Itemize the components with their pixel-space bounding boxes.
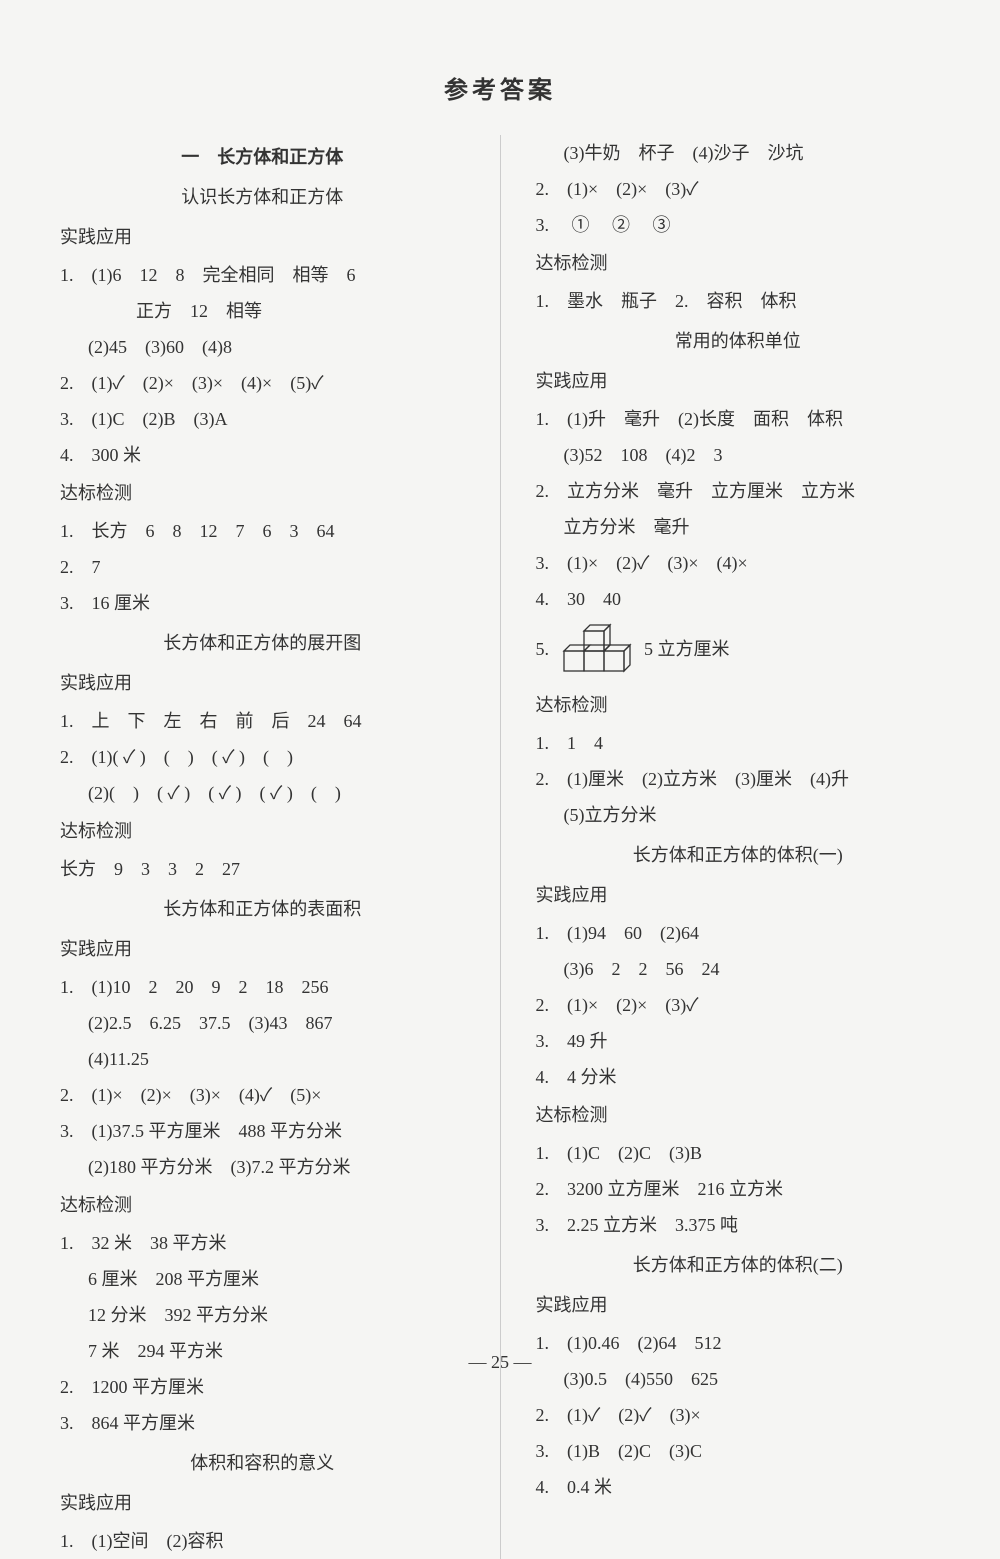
section-title: 长方体和正方体的体积(二) (536, 1247, 941, 1283)
answer-line: 5. (536, 617, 941, 685)
answer-line: 1. 32 米 38 平方米 (60, 1225, 465, 1261)
answer-line: 3. (1)B (2)C (3)C (536, 1433, 941, 1469)
cube-diagram-icon (562, 617, 632, 685)
page-number: — 25 — (0, 1352, 1000, 1373)
section-title: 常用的体积单位 (536, 323, 941, 359)
answer-line: 2. (1)× (2)× (3)✓ (536, 987, 941, 1023)
page-title: 参考答案 (60, 70, 940, 105)
answer-line: 2. 7 (60, 549, 465, 585)
answer-line: 12 分米 392 平方分米 (60, 1297, 465, 1333)
answer-line: (2)2.5 6.25 37.5 (3)43 867 (60, 1005, 465, 1041)
answer-line: 2. 3200 立方厘米 216 立方米 (536, 1171, 941, 1207)
answer-line: (3)6 2 2 56 24 (536, 951, 941, 987)
left-column: 一 长方体和正方体 认识长方体和正方体 实践应用 1. (1)6 12 8 完全… (60, 135, 465, 1559)
answer-line: 2. (1)✓ (2)× (3)× (4)× (5)✓ (60, 365, 465, 401)
subheading: 达标检测 (60, 475, 465, 511)
chapter-title: 一 长方体和正方体 (60, 139, 465, 175)
subheading: 达标检测 (536, 687, 941, 723)
answer-line: 2. 1200 平方厘米 (60, 1369, 465, 1405)
answer-line: 1. (1)升 毫升 (2)长度 面积 体积 (536, 401, 941, 437)
subheading: 达标检测 (60, 1187, 465, 1223)
answer-line: 4. 4 分米 (536, 1059, 941, 1095)
answer-prefix: 3. (536, 215, 568, 235)
answer-line: 2. 立方分米 毫升 立方厘米 立方米 (536, 473, 941, 509)
answer-line: 3. (1)× (2)✓ (3)× (4)× (536, 545, 941, 581)
answer-line: 4. 300 米 (60, 437, 465, 473)
answer-line: 1. (1)空间 (2)容积 (60, 1523, 465, 1559)
answer-line: (3)52 108 (4)2 3 (536, 437, 941, 473)
answer-line: (2)180 平方分米 (3)7.2 平方分米 (60, 1149, 465, 1185)
answer-line: 3. 49 升 (536, 1023, 941, 1059)
circled-num: ① (572, 215, 590, 235)
answer-line: (2)( ) ( ✓ ) ( ✓ ) ( ✓ ) ( ) (60, 775, 465, 811)
section-title: 长方体和正方体的展开图 (60, 625, 465, 661)
answer-line: 长方 9 3 3 2 27 (60, 851, 465, 887)
answer-line: 3. 2.25 立方米 3.375 吨 (536, 1207, 941, 1243)
answer-line: (5)立方分米 (536, 797, 941, 833)
answer-line: (4)11.25 (60, 1041, 465, 1077)
subheading: 实践应用 (60, 1485, 465, 1521)
answer-line: 6 厘米 208 平方厘米 (60, 1261, 465, 1297)
answer-line: 2. (1)✓ (2)✓ (3)× (536, 1397, 941, 1433)
section-title: 长方体和正方体的体积(一) (536, 837, 941, 873)
answer-line: 3. 864 平方厘米 (60, 1405, 465, 1441)
answer-line: (3)牛奶 杯子 (4)沙子 沙坑 (536, 135, 941, 171)
right-column: (3)牛奶 杯子 (4)沙子 沙坑 2. (1)× (2)× (3)✓ 3. ①… (536, 135, 941, 1559)
section-title: 长方体和正方体的表面积 (60, 891, 465, 927)
content-columns: 一 长方体和正方体 认识长方体和正方体 实践应用 1. (1)6 12 8 完全… (60, 135, 940, 1559)
section-title: 认识长方体和正方体 (60, 179, 465, 215)
column-divider (500, 135, 501, 1559)
answer-prefix: 5. (536, 639, 550, 659)
answer-line: 1. (1)10 2 20 9 2 18 256 (60, 969, 465, 1005)
answer-line: 1. (1)94 60 (2)64 (536, 915, 941, 951)
subheading: 实践应用 (60, 931, 465, 967)
subheading: 达标检测 (536, 245, 941, 281)
answer-line: 4. 0.4 米 (536, 1469, 941, 1505)
subheading: 实践应用 (536, 877, 941, 913)
answer-line: 3. 16 厘米 (60, 585, 465, 621)
answer-line: 1. 上 下 左 右 前 后 24 64 (60, 703, 465, 739)
subheading: 实践应用 (536, 1287, 941, 1323)
answer-line: 1. (1)C (2)C (3)B (536, 1135, 941, 1171)
subheading: 实践应用 (60, 665, 465, 701)
answer-line: 2. (1)× (2)× (3)× (4)✓ (5)× (60, 1077, 465, 1113)
answer-line: 立方分米 毫升 (536, 509, 941, 545)
answer-line: 3. ① ② ③ (536, 207, 941, 243)
answer-line: 2. (1)× (2)× (3)✓ (536, 171, 941, 207)
answer-line: 1. 墨水 瓶子 2. 容积 体积 (536, 283, 941, 319)
answer-line: (2)45 (3)60 (4)8 (60, 329, 465, 365)
section-title: 体积和容积的意义 (60, 1445, 465, 1481)
answer-line: 3. (1)C (2)B (3)A (60, 401, 465, 437)
circled-num: ② (612, 215, 630, 235)
answer-line: 4. 30 40 (536, 581, 941, 617)
answer-line: 2. (1)厘米 (2)立方米 (3)厘米 (4)升 (536, 761, 941, 797)
subheading: 实践应用 (60, 219, 465, 255)
answer-suffix: 5 立方厘米 (644, 639, 730, 659)
answer-line: 3. (1)37.5 平方厘米 488 平方分米 (60, 1113, 465, 1149)
answer-line: 1. (1)6 12 8 完全相同 相等 6 (60, 257, 465, 293)
subheading: 达标检测 (536, 1097, 941, 1133)
answer-line: 正方 12 相等 (60, 293, 465, 329)
subheading: 达标检测 (60, 813, 465, 849)
subheading: 实践应用 (536, 363, 941, 399)
answer-line: 1. 长方 6 8 12 7 6 3 64 (60, 513, 465, 549)
circled-num: ③ (653, 215, 671, 235)
answer-line: 2. (1)( ✓ ) ( ) ( ✓ ) ( ) (60, 739, 465, 775)
answer-line: 1. 1 4 (536, 725, 941, 761)
